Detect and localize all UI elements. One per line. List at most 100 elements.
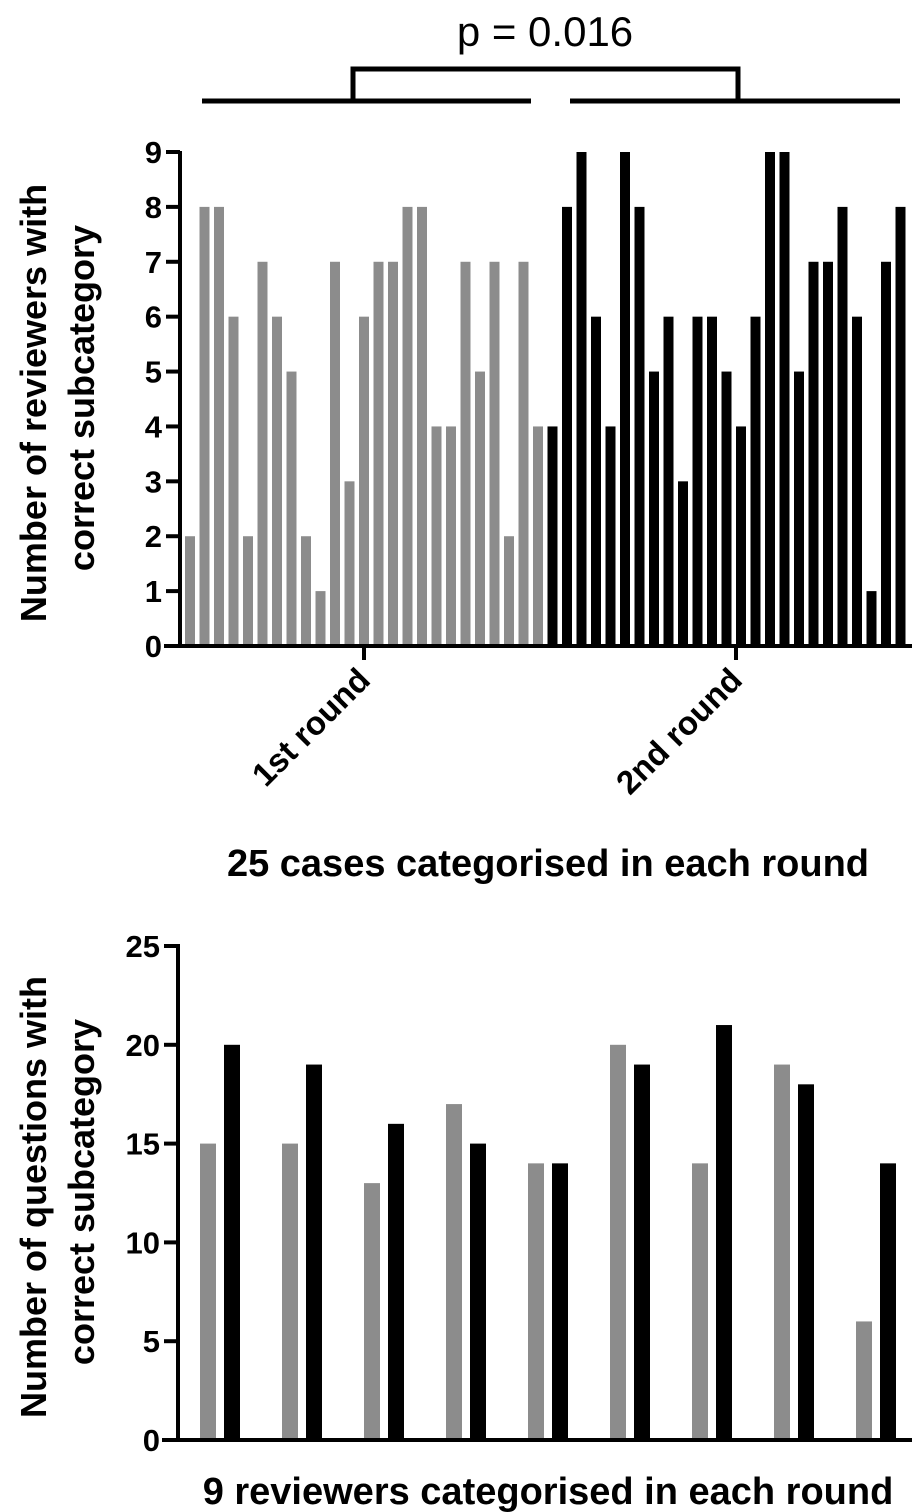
bracket-connector	[350, 66, 741, 101]
x-tick-label-1st-round: 1st round	[244, 661, 376, 793]
y-tick-label: 4	[145, 409, 163, 444]
bar-round2-case-4	[591, 316, 601, 646]
bar-round2-reviewer-3	[388, 1123, 404, 1440]
bar-round1-case-11	[330, 261, 340, 646]
bar-round2-case-10	[678, 481, 688, 646]
bar-round1-case-5	[243, 536, 253, 646]
top-y-axis-title-line2: correct subcategory	[61, 225, 102, 571]
bottom-y-axis-title: Number of questions with correct subcate…	[13, 966, 102, 1418]
bar-round1-reviewer-1	[200, 1143, 216, 1440]
bar-round2-case-8	[649, 371, 659, 646]
bottom-bars	[200, 1025, 896, 1440]
bar-round1-case-4	[228, 316, 239, 646]
bottom-x-axis-title: 9 reviewers categorised in each round	[203, 1471, 894, 1512]
y-tick-label: 1	[145, 574, 162, 609]
top-bars	[185, 152, 906, 646]
bar-round1-reviewer-4	[446, 1104, 462, 1440]
y-tick-label: 6	[145, 300, 162, 335]
y-tick-label: 20	[126, 1028, 160, 1063]
bar-round2-case-11	[692, 316, 703, 646]
bar-round1-case-17	[417, 206, 427, 646]
bar-round1-case-18	[431, 426, 442, 646]
p-value-annotation: p = 0.016	[457, 8, 633, 55]
bar-round2-case-19	[808, 261, 819, 646]
bottom-y-ticks: 0 5 10 15 20 25	[126, 929, 178, 1458]
bar-round1-case-20	[460, 261, 471, 646]
bar-round2-case-20	[823, 261, 833, 646]
bar-round2-case-12	[707, 316, 717, 646]
top-y-ticks: 0 1 2 3 4 5 6 7 8 9	[145, 135, 180, 664]
bar-round1-case-2	[199, 206, 210, 646]
bar-round2-case-6	[620, 152, 630, 646]
bar-round2-case-22	[852, 316, 862, 646]
bar-round1-case-10	[315, 591, 326, 646]
significance-bracket	[202, 66, 900, 104]
y-tick-label: 25	[126, 929, 160, 964]
y-tick-label: 15	[126, 1127, 160, 1162]
bar-round1-case-16	[402, 206, 413, 646]
bar-round1-reviewer-3	[364, 1183, 380, 1440]
bar-round1-case-7	[272, 316, 282, 646]
y-tick-label: 7	[145, 245, 162, 280]
bottom-y-axis-title-line1: Number of questions with	[13, 976, 54, 1418]
bar-round2-case-24	[881, 261, 891, 646]
bar-round1-case-8	[286, 371, 297, 646]
bar-round1-case-1	[185, 536, 195, 646]
top-y-axis-title: Number of reviewers with correct subcate…	[13, 174, 102, 622]
bar-round2-case-25	[895, 206, 906, 646]
bar-round1-reviewer-9	[856, 1321, 872, 1440]
bar-round2-reviewer-8	[798, 1084, 814, 1440]
bar-round1-case-25	[533, 426, 543, 646]
top-chart: p = 0.016 Number of reviewers with corre…	[13, 8, 912, 885]
bar-round1-reviewer-6	[610, 1044, 626, 1440]
bar-round2-case-7	[634, 206, 645, 646]
y-tick-label: 0	[143, 1423, 160, 1458]
bar-round2-case-1	[547, 426, 558, 646]
y-tick-label: 10	[126, 1225, 160, 1260]
bar-round2-case-5	[605, 426, 616, 646]
bar-round1-case-19	[446, 426, 456, 646]
bar-round2-reviewer-9	[880, 1163, 896, 1440]
bar-round2-case-21	[837, 206, 848, 646]
bar-round2-case-17	[779, 152, 790, 646]
bar-round1-case-23	[504, 536, 514, 646]
bottom-chart: Number of questions with correct subcate…	[13, 929, 912, 1512]
y-tick-label: 8	[145, 190, 162, 225]
y-tick-label: 3	[145, 464, 162, 499]
bar-round2-reviewer-2	[306, 1064, 322, 1440]
y-tick-label: 0	[145, 629, 162, 664]
bar-round1-case-13	[359, 316, 369, 646]
bar-round1-case-12	[344, 481, 355, 646]
x-tick-label-2nd-round: 2nd round	[609, 661, 749, 801]
y-tick-label: 5	[145, 355, 162, 390]
top-x-axis-title: 25 cases categorised in each round	[227, 843, 869, 885]
y-tick-label: 9	[145, 135, 162, 170]
bar-round2-case-14	[736, 426, 746, 646]
bottom-y-axis-title-line2: correct subcategory	[61, 1019, 102, 1365]
bar-round1-case-6	[257, 261, 268, 646]
bar-round1-case-22	[489, 261, 500, 646]
bar-round2-case-9	[663, 316, 674, 646]
bar-round1-case-15	[388, 261, 398, 646]
bar-round1-reviewer-5	[528, 1163, 544, 1440]
bar-round1-reviewer-8	[774, 1064, 790, 1440]
bar-round2-reviewer-6	[634, 1064, 650, 1440]
bar-round1-reviewer-2	[282, 1143, 298, 1440]
bar-round2-reviewer-5	[552, 1163, 568, 1440]
y-tick-label: 2	[145, 519, 162, 554]
bar-round1-case-3	[214, 206, 224, 646]
bar-round2-case-23	[866, 591, 877, 646]
bar-round2-case-2	[562, 206, 572, 646]
bar-round2-case-13	[721, 371, 732, 646]
bar-round2-case-15	[750, 316, 761, 646]
bar-round2-reviewer-1	[224, 1044, 240, 1440]
bar-round2-case-16	[765, 152, 775, 646]
y-tick-label: 5	[143, 1324, 160, 1359]
top-y-axis-title-line1: Number of reviewers with	[13, 184, 54, 622]
bar-round1-case-24	[518, 261, 529, 646]
bar-round1-case-21	[475, 371, 485, 646]
bar-round1-reviewer-7	[692, 1163, 708, 1440]
bar-round2-case-18	[794, 371, 804, 646]
bar-round1-case-9	[301, 536, 311, 646]
